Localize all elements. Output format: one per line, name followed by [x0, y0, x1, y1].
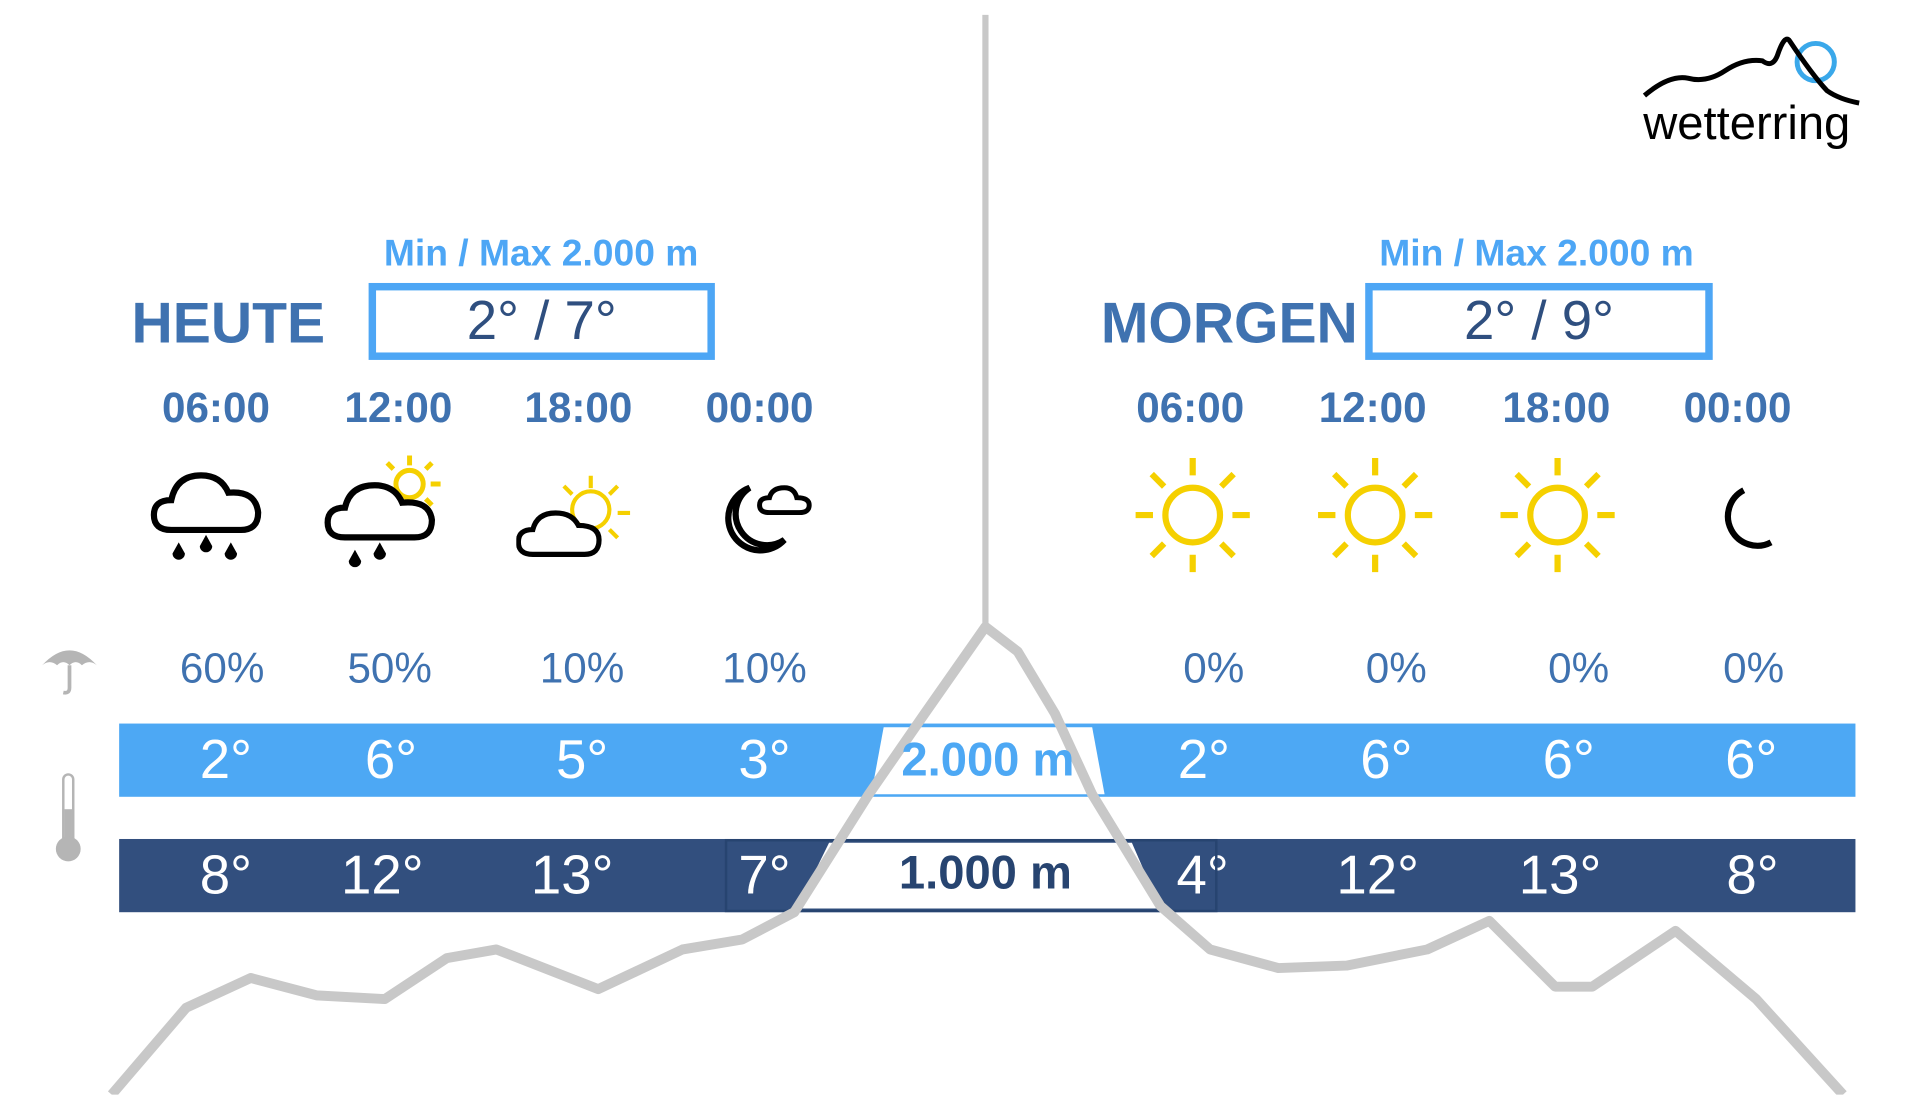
- tomorrow-minmax-label: Min / Max 2.000 m: [1379, 233, 1694, 275]
- umbrella-icon: [42, 650, 97, 695]
- temp-value: 2°: [199, 729, 252, 791]
- temp-value: 6°: [1360, 729, 1413, 791]
- time-label: 00:00: [1683, 384, 1792, 432]
- time-label: 12:00: [344, 384, 453, 432]
- tomorrow-minmax-value: 2° / 9°: [1365, 282, 1713, 360]
- precip-value: 10%: [722, 645, 807, 693]
- today-label: HEUTE: [131, 290, 326, 355]
- time-label: 18:00: [1502, 384, 1611, 432]
- time-label: 00:00: [705, 384, 814, 432]
- time-label: 06:00: [161, 384, 270, 432]
- temp-value: 12°: [1336, 845, 1419, 907]
- today-minmax-label: Min / Max 2.000 m: [383, 233, 699, 275]
- precip-value: 10%: [539, 645, 625, 693]
- altitude-2000-label: 2.000 m: [901, 734, 1075, 787]
- precip-value: 0%: [1183, 645, 1245, 693]
- today-minmax-value: 2° / 7°: [368, 282, 715, 360]
- sun-cloud-icon: [516, 475, 631, 557]
- thermometer-icon: [55, 773, 81, 862]
- temp-value: 5°: [555, 729, 609, 791]
- temp-value: 12°: [340, 845, 424, 907]
- temp-value: 13°: [1518, 845, 1602, 907]
- tomorrow-label: MORGEN: [1100, 290, 1358, 355]
- time-label: 06:00: [1136, 384, 1245, 432]
- altitude-1000-window: [796, 842, 1161, 909]
- sun-icon: [1135, 457, 1250, 573]
- altitude-2000-window: [871, 727, 1105, 795]
- precip-value: 0%: [1365, 645, 1427, 693]
- temp-value: 13°: [530, 845, 614, 907]
- sun-icon: [1318, 457, 1433, 573]
- temp-value: 3°: [738, 729, 791, 791]
- sun-cloud-rain-icon: [324, 455, 441, 568]
- logo-text: wetterring: [1643, 98, 1851, 151]
- moon-icon: [1724, 487, 1773, 549]
- temp-value: 6°: [364, 729, 418, 791]
- temp-value: 8°: [1726, 845, 1779, 907]
- time-label: 18:00: [524, 384, 633, 432]
- precip-value: 50%: [347, 645, 432, 693]
- sun-icon: [1500, 457, 1615, 573]
- cloud-rain-icon: [150, 472, 262, 560]
- precip-value: 0%: [1723, 645, 1785, 693]
- temp-value: 7°: [738, 845, 791, 907]
- altitude-1000-label: 1.000 m: [898, 847, 1072, 900]
- moon-cloud-icon: [725, 484, 812, 554]
- wetterring-logo: wetterring: [1638, 31, 1874, 155]
- temp-value: 4°: [1176, 845, 1229, 907]
- temp-value: 2°: [1177, 729, 1230, 791]
- temp-value: 8°: [199, 845, 252, 907]
- precip-value: 60%: [179, 645, 265, 693]
- temp-value: 6°: [1542, 729, 1595, 791]
- precip-value: 0%: [1548, 645, 1610, 693]
- temp-value: 6°: [1725, 729, 1778, 791]
- time-label: 12:00: [1318, 384, 1427, 432]
